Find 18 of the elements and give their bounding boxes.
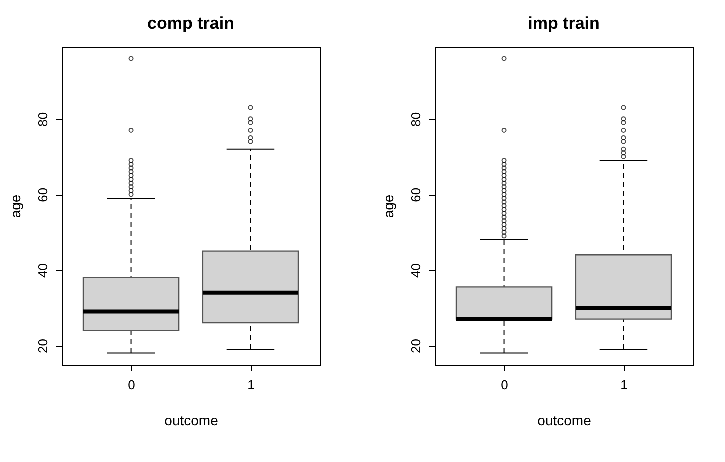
x-axis-title: outcome (164, 412, 219, 428)
y-tick-label: 80 (36, 112, 50, 127)
y-tick-label: 60 (36, 188, 50, 202)
chart-title: comp train (148, 14, 234, 33)
y-tick-label: 60 (408, 188, 424, 202)
y-tick-label: 40 (36, 263, 50, 278)
x-axis-title: outcome (538, 412, 592, 428)
x-tick-label: 1 (620, 378, 628, 392)
y-tick-label: 20 (408, 339, 424, 354)
y-tick-label: 20 (36, 339, 50, 354)
y-axis-title: age (380, 194, 396, 218)
y-axis-title: age (8, 194, 24, 218)
chart-title: imp train (528, 14, 600, 33)
x-tick-label: 0 (501, 378, 508, 392)
y-tick-label: 40 (408, 263, 424, 278)
y-tick-label: 80 (408, 112, 424, 127)
x-tick-label: 1 (248, 378, 255, 392)
x-tick-label: 0 (128, 378, 136, 392)
